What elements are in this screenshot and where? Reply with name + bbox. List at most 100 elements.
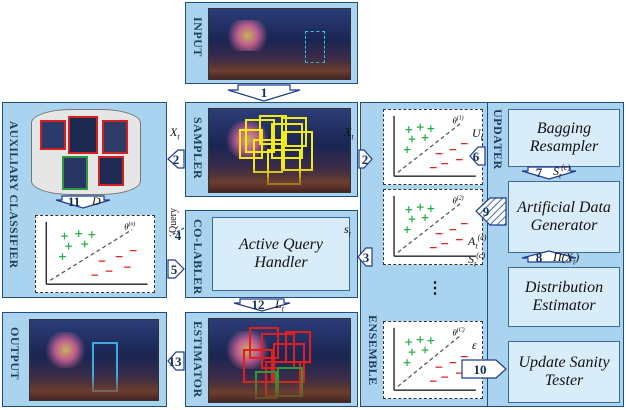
plus-sample: + bbox=[421, 344, 430, 357]
theta-label: θ(1) bbox=[452, 115, 463, 126]
auxiliary-plot: θ(o)+ ++ +++− −− −−− bbox=[35, 215, 155, 293]
plus-sample: + bbox=[426, 334, 435, 347]
candidate-box bbox=[281, 117, 307, 147]
plus-sample: + bbox=[404, 203, 413, 216]
minus-sample: − bbox=[115, 250, 124, 263]
estimator-label: ESTIMATOR bbox=[191, 321, 205, 398]
crop-2 bbox=[68, 116, 98, 154]
colabler-label: CO-LABLER bbox=[191, 219, 205, 295]
minus-sample: − bbox=[98, 254, 107, 267]
minus-sample: − bbox=[435, 147, 444, 160]
plus-sample: + bbox=[87, 228, 96, 241]
symbol-u-t: Ut bbox=[472, 126, 483, 143]
candidate-box bbox=[267, 149, 301, 185]
step-13: 13 bbox=[168, 354, 182, 369]
plus-sample: + bbox=[74, 227, 83, 240]
step-1: 1 bbox=[260, 85, 268, 100]
output-target-box bbox=[92, 342, 118, 392]
plus-sample: + bbox=[58, 250, 67, 263]
minus-sample: − bbox=[129, 244, 138, 257]
minus-sample: − bbox=[435, 227, 444, 240]
step-4: 4 bbox=[174, 228, 182, 243]
symbol-s-tc-bottom: St(c) bbox=[468, 251, 486, 269]
estimator-panel: ESTIMATOR bbox=[185, 312, 358, 407]
symbol-x-t-left: Xt bbox=[170, 125, 180, 142]
step-10: 10 bbox=[473, 362, 487, 377]
step-9: 9 bbox=[482, 204, 490, 219]
sampler-panel: SAMPLER bbox=[185, 102, 358, 197]
symbol-epsilon: ε bbox=[472, 338, 477, 352]
minus-sample: − bbox=[455, 153, 464, 166]
active-query-handler: Active Query Handler bbox=[212, 217, 350, 291]
plus-sample: + bbox=[80, 238, 89, 251]
step-7: 7 bbox=[535, 165, 543, 180]
minus-sample: − bbox=[123, 261, 132, 274]
step-2-left: 2 bbox=[172, 152, 180, 167]
step-12: 12 bbox=[251, 297, 265, 312]
output-panel: OUTPUT bbox=[2, 312, 167, 407]
minus-sample: − bbox=[448, 143, 457, 156]
candidate-box bbox=[285, 331, 311, 363]
minus-sample: − bbox=[435, 360, 444, 373]
minus-sample: − bbox=[448, 223, 457, 236]
symbol-query: Query bbox=[168, 208, 179, 233]
plus-sample: + bbox=[408, 345, 417, 358]
step-2-right: 2 bbox=[361, 152, 369, 167]
input-panel: INPUT bbox=[185, 2, 358, 84]
output-frame bbox=[29, 319, 159, 401]
step-3: 3 bbox=[362, 250, 370, 265]
estimator-frame bbox=[208, 318, 351, 403]
ensemble-plot-c: θ(C)+ ++ +++− −− −−− bbox=[383, 321, 483, 399]
candidate-box bbox=[239, 129, 263, 159]
crop-5 bbox=[98, 156, 124, 186]
ensemble-label: ENSEMBLE bbox=[366, 315, 380, 386]
plus-sample: + bbox=[403, 356, 412, 369]
minus-sample: − bbox=[448, 356, 457, 369]
sampler-frame bbox=[208, 108, 351, 193]
minus-sample: − bbox=[429, 375, 438, 388]
symbol-d: D bbox=[92, 194, 101, 208]
auxiliary-panel: AUXILIARY CLASSIFIER θ(o) + + + + + + − − − − − − bbox=[2, 102, 167, 298]
plus-sample: + bbox=[404, 123, 413, 136]
candidate-box bbox=[255, 371, 277, 399]
step-5: 5 bbox=[170, 262, 178, 277]
minus-sample: − bbox=[90, 269, 99, 282]
plus-sample: + bbox=[60, 229, 69, 242]
minus-sample: − bbox=[105, 264, 114, 277]
theta-label: θ(o) bbox=[124, 221, 135, 232]
input-frame bbox=[208, 8, 351, 80]
candidate-box bbox=[271, 123, 303, 159]
bagging-resampler: Bagging Resampler bbox=[508, 109, 620, 167]
crop-4 bbox=[62, 156, 88, 190]
minus-sample: − bbox=[440, 370, 449, 383]
plus-sample: + bbox=[408, 213, 417, 226]
step-6: 6 bbox=[472, 149, 480, 164]
candidate-box bbox=[277, 367, 303, 397]
symbol-s-t: st bbox=[344, 222, 351, 239]
minus-sample: − bbox=[455, 233, 464, 246]
symbol-s-tc-top: St(c) bbox=[553, 163, 571, 181]
symbol-pi: Π(Xt) bbox=[553, 250, 580, 267]
plus-sample: + bbox=[64, 239, 73, 252]
minus-sample: − bbox=[455, 367, 464, 380]
input-label: INPUT bbox=[191, 17, 205, 57]
plus-sample: + bbox=[421, 131, 430, 144]
step-8: 8 bbox=[535, 250, 543, 265]
plus-sample: + bbox=[416, 333, 425, 346]
crop-3 bbox=[102, 120, 128, 154]
theta-label: θ(C) bbox=[452, 327, 464, 338]
ensemble-panel: ENSEMBLE θ(1) + + + + + + − − − − − − θ(2) + + + + + + − − − −… bbox=[360, 102, 488, 407]
artificial-data-generator: Artificial Data Generator bbox=[508, 181, 620, 253]
plus-sample: + bbox=[403, 223, 412, 236]
symbol-l-t: Lt bbox=[275, 297, 284, 314]
minus-sample: − bbox=[460, 217, 469, 230]
minus-sample: − bbox=[460, 137, 469, 150]
plus-sample: + bbox=[403, 143, 412, 156]
plus-sample: + bbox=[416, 121, 425, 134]
crop-drum bbox=[31, 109, 141, 195]
estimator-candidates bbox=[209, 319, 350, 402]
minus-sample: − bbox=[460, 350, 469, 363]
minus-sample: − bbox=[429, 241, 438, 254]
minus-sample: − bbox=[440, 157, 449, 170]
